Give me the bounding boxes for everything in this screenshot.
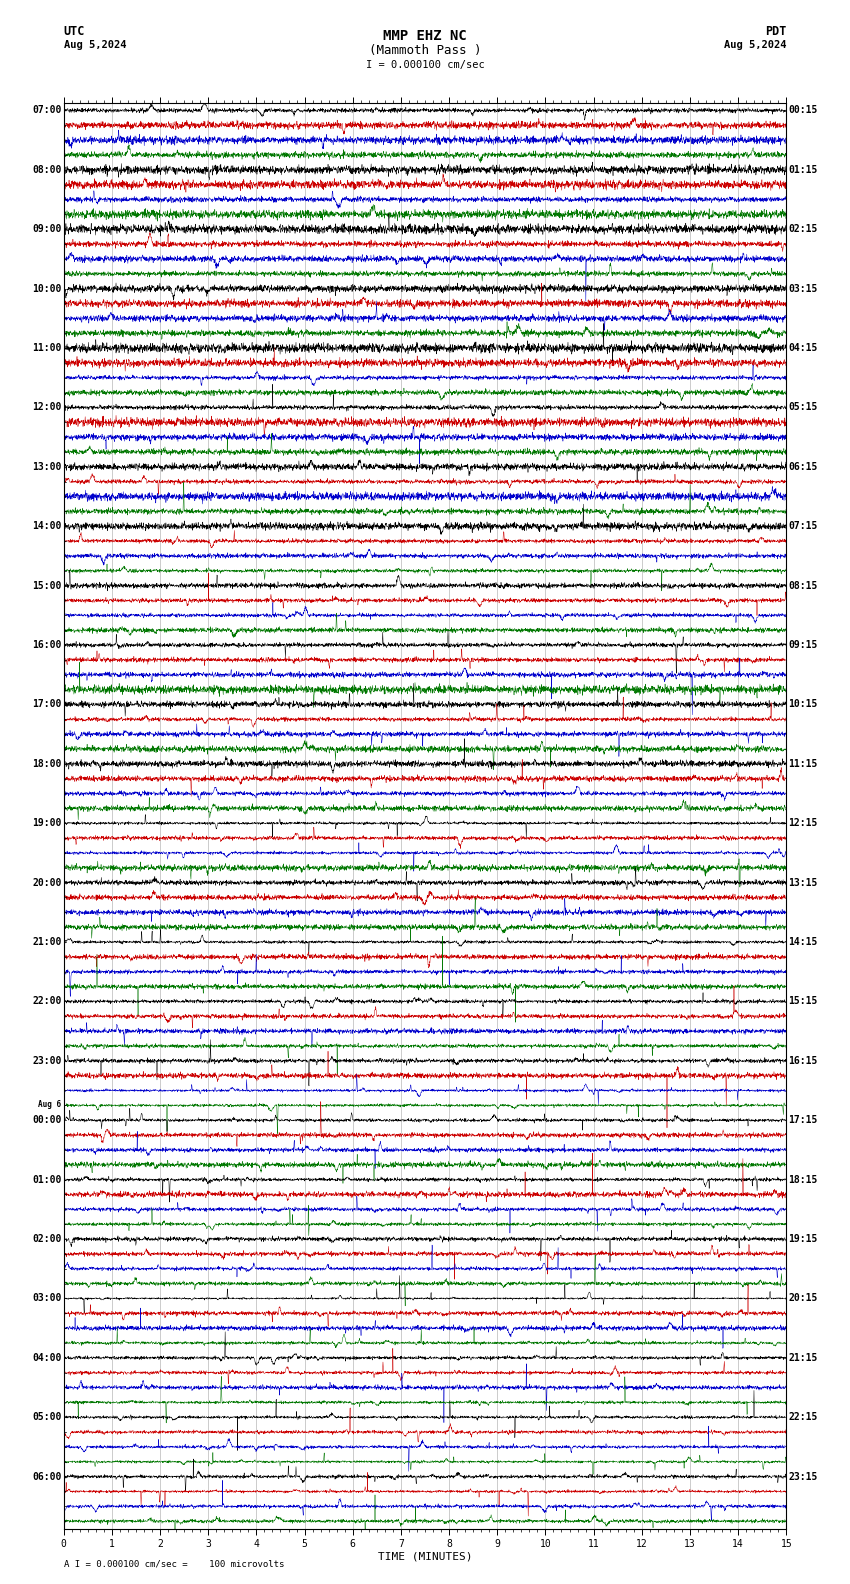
Text: 08:15: 08:15 [789, 581, 818, 591]
Text: 01:00: 01:00 [32, 1175, 61, 1185]
Text: 22:15: 22:15 [789, 1413, 818, 1422]
Text: 11:15: 11:15 [789, 759, 818, 768]
Text: 23:15: 23:15 [789, 1472, 818, 1481]
Text: 23:00: 23:00 [32, 1057, 61, 1066]
X-axis label: TIME (MINUTES): TIME (MINUTES) [377, 1552, 473, 1562]
Text: (Mammoth Pass ): (Mammoth Pass ) [369, 44, 481, 57]
Text: 21:00: 21:00 [32, 938, 61, 947]
Text: MMP EHZ NC: MMP EHZ NC [383, 29, 467, 43]
Text: 17:15: 17:15 [789, 1115, 818, 1125]
Text: 19:00: 19:00 [32, 819, 61, 828]
Text: UTC: UTC [64, 25, 85, 38]
Text: 22:00: 22:00 [32, 996, 61, 1006]
Text: 16:15: 16:15 [789, 1057, 818, 1066]
Text: Aug 5,2024: Aug 5,2024 [723, 40, 786, 49]
Text: 08:00: 08:00 [32, 165, 61, 174]
Text: 14:15: 14:15 [789, 938, 818, 947]
Text: 04:00: 04:00 [32, 1353, 61, 1362]
Text: 03:15: 03:15 [789, 284, 818, 293]
Text: 15:00: 15:00 [32, 581, 61, 591]
Text: 10:15: 10:15 [789, 700, 818, 710]
Text: 01:15: 01:15 [789, 165, 818, 174]
Text: 12:15: 12:15 [789, 819, 818, 828]
Text: 05:00: 05:00 [32, 1413, 61, 1422]
Text: 09:00: 09:00 [32, 225, 61, 234]
Text: 06:15: 06:15 [789, 463, 818, 472]
Text: 11:00: 11:00 [32, 344, 61, 353]
Text: 13:00: 13:00 [32, 463, 61, 472]
Text: 06:00: 06:00 [32, 1472, 61, 1481]
Text: 07:15: 07:15 [789, 521, 818, 531]
Text: 10:00: 10:00 [32, 284, 61, 293]
Text: I = 0.000100 cm/sec: I = 0.000100 cm/sec [366, 60, 484, 70]
Text: 02:00: 02:00 [32, 1234, 61, 1243]
Text: 20:15: 20:15 [789, 1294, 818, 1304]
Text: 07:00: 07:00 [32, 106, 61, 116]
Text: 14:00: 14:00 [32, 521, 61, 531]
Text: 18:15: 18:15 [789, 1175, 818, 1185]
Text: 09:15: 09:15 [789, 640, 818, 649]
Text: 20:00: 20:00 [32, 878, 61, 887]
Text: PDT: PDT [765, 25, 786, 38]
Text: 16:00: 16:00 [32, 640, 61, 649]
Text: 05:15: 05:15 [789, 402, 818, 412]
Text: 03:00: 03:00 [32, 1294, 61, 1304]
Text: 12:00: 12:00 [32, 402, 61, 412]
Text: 04:15: 04:15 [789, 344, 818, 353]
Text: 02:15: 02:15 [789, 225, 818, 234]
Text: Aug 5,2024: Aug 5,2024 [64, 40, 127, 49]
Text: 21:15: 21:15 [789, 1353, 818, 1362]
Text: 00:15: 00:15 [789, 106, 818, 116]
Text: 17:00: 17:00 [32, 700, 61, 710]
Text: 00:00: 00:00 [32, 1115, 61, 1125]
Text: 19:15: 19:15 [789, 1234, 818, 1243]
Text: Aug 6: Aug 6 [38, 1099, 61, 1109]
Text: 15:15: 15:15 [789, 996, 818, 1006]
Text: A I = 0.000100 cm/sec =    100 microvolts: A I = 0.000100 cm/sec = 100 microvolts [64, 1559, 284, 1568]
Text: 13:15: 13:15 [789, 878, 818, 887]
Text: 18:00: 18:00 [32, 759, 61, 768]
